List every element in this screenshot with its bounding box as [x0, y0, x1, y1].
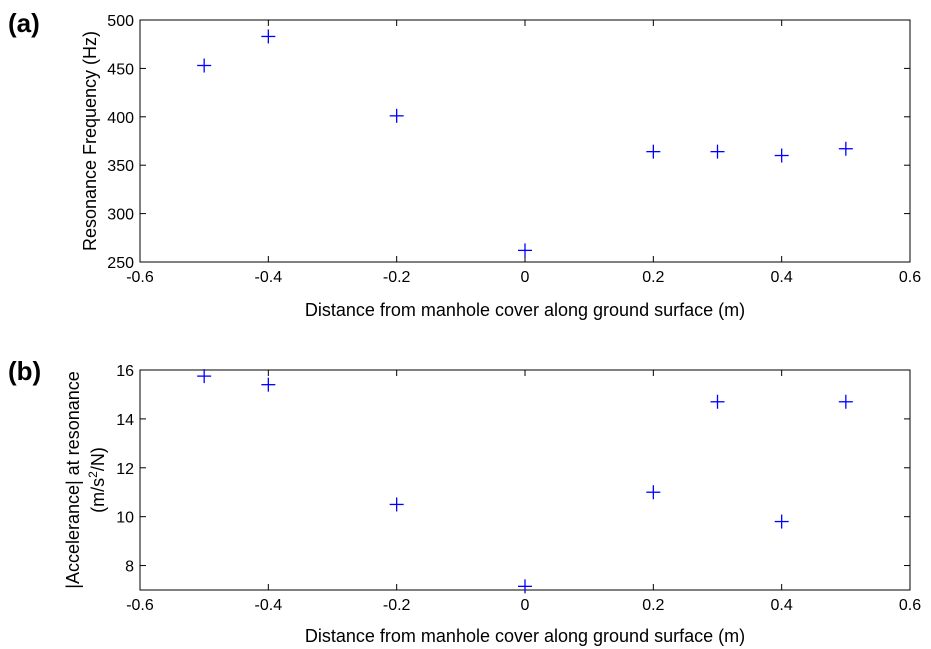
data-point [646, 144, 661, 159]
panel-b-points [197, 369, 853, 594]
x-tick-label: 0.2 [642, 269, 664, 286]
panel-a-x-ticks: -0.6 -0.4 -0.2 0 0.2 0.4 0.6 [126, 20, 921, 286]
panel-b-y-axis-label: |Accelerance| at resonance [63, 371, 83, 588]
x-tick-label: 0.4 [771, 269, 793, 286]
panel-b-y-ticks: 8 10 12 14 16 [116, 363, 910, 576]
x-tick-label: -0.6 [126, 597, 154, 614]
y-tick-label: 16 [116, 363, 134, 380]
panel-b-plot-area [139, 369, 911, 591]
data-point [197, 369, 212, 384]
data-point [197, 58, 212, 73]
x-tick-label: -0.2 [383, 597, 411, 614]
data-point [261, 377, 276, 392]
panel-b-y-axis-unit: (m/s2/N) [86, 447, 108, 513]
panel-a-y-axis-label: Resonance Frequency (Hz) [80, 31, 100, 251]
y-tick-label: 500 [107, 13, 134, 30]
panel-a: (a) -0.6 -0.4 -0.2 0 0.2 0.4 0.6 250 300 350 400 4… [8, 8, 921, 320]
data-point [838, 394, 853, 409]
x-tick-label: 0 [521, 597, 530, 614]
data-point [710, 394, 725, 409]
panel-a-points [197, 29, 853, 258]
panel-b-label: (b) [8, 356, 41, 386]
data-point [518, 579, 532, 594]
panel-b: (b) -0.6 -0.4 -0.2 0 0.2 0.4 0.6 8 10 12 14 16 Dis… [8, 356, 921, 646]
y-tick-label: 250 [107, 255, 134, 272]
panel-b-y-unit-sup: 2 [86, 471, 100, 478]
data-point [774, 148, 789, 163]
data-point [838, 141, 853, 156]
data-point [389, 497, 404, 512]
y-tick-label: 8 [125, 559, 134, 576]
y-tick-label: 300 [107, 207, 134, 224]
x-tick-label: 0.6 [899, 597, 921, 614]
data-point [518, 243, 532, 258]
x-tick-label: -0.6 [126, 269, 154, 286]
y-tick-label: 350 [107, 158, 134, 175]
data-point [261, 29, 276, 44]
x-tick-label: -0.2 [383, 269, 411, 286]
x-tick-label: 0.6 [899, 269, 921, 286]
y-tick-label: 400 [107, 110, 134, 127]
y-tick-label: 10 [116, 510, 134, 527]
y-tick-label: 450 [107, 61, 134, 78]
x-tick-label: -0.4 [255, 597, 283, 614]
panel-a-label: (a) [8, 8, 40, 38]
x-tick-label: 0 [521, 269, 530, 286]
panel-b-x-ticks: -0.6 -0.4 -0.2 0 0.2 0.4 0.6 [126, 370, 921, 614]
panel-b-y-unit-tail: /N) [88, 447, 108, 471]
data-point [774, 514, 789, 529]
data-point [710, 144, 725, 159]
panel-b-x-axis-label: Distance from manhole cover along ground… [305, 626, 745, 646]
panel-b-y-unit-main: (m/s [88, 478, 108, 513]
x-tick-label: -0.4 [255, 269, 283, 286]
panel-a-y-ticks: 250 300 350 400 450 500 [107, 13, 910, 272]
x-tick-label: 0.2 [642, 597, 664, 614]
x-tick-label: 0.4 [771, 597, 793, 614]
panel-a-plot-area [139, 19, 911, 263]
data-point [646, 485, 661, 500]
y-tick-label: 12 [116, 461, 134, 478]
data-point [389, 108, 404, 123]
y-tick-label: 14 [116, 412, 134, 429]
panel-a-x-axis-label: Distance from manhole cover along ground… [305, 300, 745, 320]
